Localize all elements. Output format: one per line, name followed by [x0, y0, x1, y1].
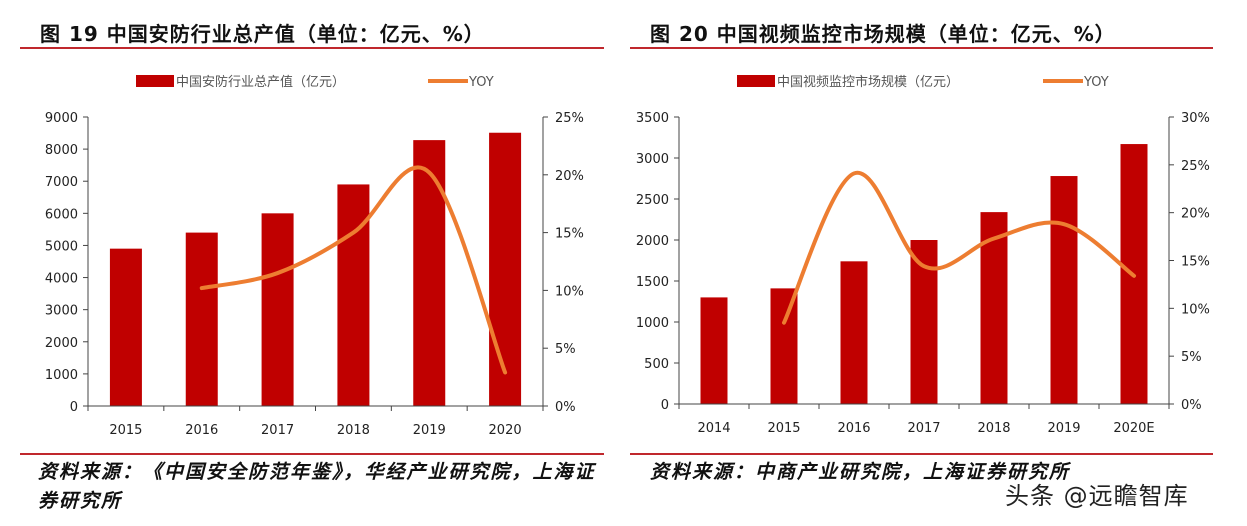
bar: [261, 213, 294, 406]
source-note: 资料来源：中商产业研究院，上海证券研究所: [650, 461, 1071, 483]
bar: [489, 132, 522, 407]
y-right-tick-label: 5%: [555, 342, 576, 357]
x-axis: 2014 2015 2016 2017 2018 2019 2020E: [678, 403, 1170, 436]
x-tick-label: 2015: [767, 421, 800, 436]
legend: 中国视频监控市场规模（亿元） YOY: [737, 74, 1109, 90]
y-left-tick-label: 0: [70, 400, 78, 415]
y-right-tick-label: 10%: [1181, 302, 1210, 317]
x-tick-label: 2014: [697, 421, 730, 436]
bar: [700, 297, 728, 404]
bar: [413, 140, 446, 406]
legend-bar-label: 中国安防行业总产值（亿元）: [176, 74, 345, 90]
y-left-tick-label: 3000: [636, 152, 669, 167]
line-series: [199, 165, 508, 375]
y-left-tick-label: 0: [661, 398, 669, 413]
legend-bar-swatch: [737, 75, 775, 87]
y-left-tick-label: 7000: [45, 175, 78, 190]
chart-panel-20: 图 20 中国视频监控市场规模（单位：亿元、%） 中国视频监控市场规模（亿元） Y…: [620, 0, 1247, 526]
y-left-tick-label: 3500: [636, 111, 669, 126]
chart-title: 图 20 中国视频监控市场规模（单位：亿元、%）: [650, 22, 1116, 46]
y-left-tick-label: 4000: [45, 272, 78, 287]
x-tick-label: 2017: [907, 421, 940, 436]
source-rule: [20, 453, 604, 455]
x-tick-label: 2017: [261, 423, 294, 438]
y-left-tick-label: 2500: [636, 193, 669, 208]
x-tick-label: 2015: [109, 423, 142, 438]
legend-line-label: YOY: [468, 75, 494, 90]
bar: [337, 184, 370, 406]
yoy-line: [782, 170, 1136, 325]
bar: [840, 261, 868, 404]
bar: [109, 248, 142, 406]
legend-bar-label: 中国视频监控市场规模（亿元）: [777, 74, 959, 90]
y-axis-right: 0% 5% 10% 15% 20% 25% 30%: [1168, 111, 1210, 413]
y-right-tick-label: 25%: [1181, 159, 1210, 174]
y-left-tick-label: 1000: [45, 368, 78, 383]
bar-series: [109, 132, 522, 407]
y-left-tick-label: 6000: [45, 207, 78, 222]
bar: [770, 288, 798, 404]
x-tick-label: 2020: [489, 423, 522, 438]
bar: [1050, 176, 1078, 404]
y-left-tick-label: 500: [644, 357, 669, 372]
y-right-tick-label: 5%: [1181, 350, 1202, 365]
x-axis: 2015 2016 2017 2018 2019 2020: [87, 405, 544, 438]
chart-title: 图 19 中国安防行业总产值（单位：亿元、%）: [40, 22, 485, 46]
y-right-tick-label: 0%: [555, 400, 576, 415]
x-tick-label: 2019: [1047, 421, 1080, 436]
y-axis-left: 0 500 1000 1500 2000 2500 3000 3500: [636, 111, 680, 413]
title-rule: [20, 47, 604, 49]
y-left-tick-label: 2000: [45, 336, 78, 351]
title-rule: [630, 47, 1213, 49]
source-rule: [630, 453, 1213, 455]
y-left-tick-label: 2000: [636, 234, 669, 249]
y-right-tick-label: 20%: [555, 169, 584, 184]
y-left-tick-label: 9000: [45, 111, 78, 126]
y-left-tick-label: 3000: [45, 304, 78, 319]
y-right-tick-label: 20%: [1181, 207, 1210, 222]
y-right-tick-label: 15%: [1181, 255, 1210, 270]
y-right-tick-label: 0%: [1181, 398, 1202, 413]
y-left-tick-label: 1500: [636, 275, 669, 290]
source-note: 资料来源：《中国安全防范年鉴》，华经产业研究院，上海证券研究所: [38, 461, 596, 512]
x-tick-label: 2016: [837, 421, 870, 436]
y-right-tick-label: 10%: [555, 284, 584, 299]
bar-series: [700, 144, 1148, 404]
x-tick-label: 2018: [337, 423, 370, 438]
y-right-tick-label: 15%: [555, 227, 584, 242]
y-left-tick-label: 8000: [45, 143, 78, 158]
y-right-tick-label: 30%: [1181, 111, 1210, 126]
legend-bar-swatch: [136, 75, 174, 87]
y-left-tick-label: 1000: [636, 316, 669, 331]
y-axis-right: 0% 5% 10% 15% 20% 25%: [542, 111, 584, 415]
yoy-line: [199, 165, 508, 375]
x-tick-label: 2020E: [1113, 421, 1154, 436]
x-tick-label: 2019: [413, 423, 446, 438]
y-right-tick-label: 25%: [555, 111, 584, 126]
bar: [185, 232, 218, 406]
legend: 中国安防行业总产值（亿元） YOY: [136, 74, 494, 90]
y-left-tick-label: 5000: [45, 239, 78, 254]
legend-line-label: YOY: [1083, 75, 1109, 90]
line-series: [782, 170, 1136, 325]
chart-20-svg: 中国视频监控市场规模（亿元） YOY 0 500 1000 1500 2000 2500 300…: [636, 74, 1210, 436]
watermark: 头条 @远瞻智库: [1005, 482, 1189, 510]
x-tick-label: 2016: [185, 423, 218, 438]
x-tick-label: 2018: [977, 421, 1010, 436]
chart-19-svg: 中国安防行业总产值（亿元） YOY 0 1000 2000 3000 4000 5000 600…: [45, 74, 584, 438]
y-axis-left: 0 1000 2000 3000 4000 5000 6000 7000 8000 9000: [45, 111, 89, 415]
chart-panel-19: 图 19 中国安防行业总产值（单位：亿元、%） 中国安防行业总产值（亿元） YOY…: [0, 0, 620, 526]
